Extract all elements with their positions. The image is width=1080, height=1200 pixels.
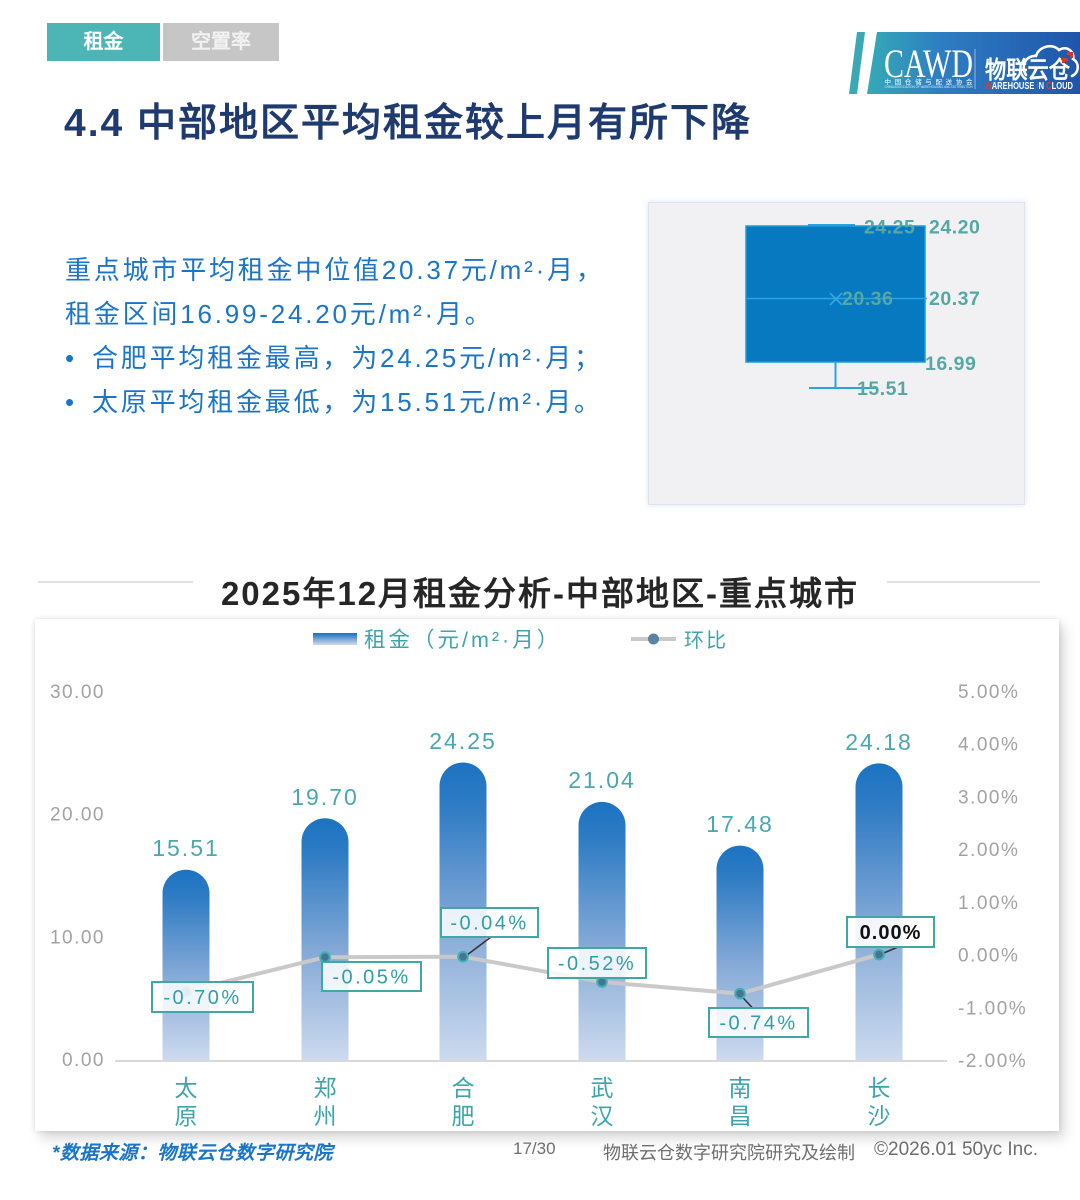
svg-text:-2.00%: -2.00% — [958, 1051, 1027, 1072]
svg-text:20.37: 20.37 — [929, 288, 980, 310]
svg-text:武: 武 — [591, 1075, 614, 1101]
svg-text:30.00: 30.00 — [50, 682, 105, 703]
svg-text:-0.74%: -0.74% — [719, 1013, 797, 1035]
svg-text:CHINA ASSOCIATION OF WAREHOUSI: CHINA ASSOCIATION OF WAREHOUSING AND DIS… — [885, 85, 973, 89]
svg-text:沙: 沙 — [868, 1103, 891, 1129]
svg-text:租金（元/m²·月）: 租金（元/m²·月） — [364, 628, 561, 652]
svg-text:昌: 昌 — [729, 1103, 752, 1129]
svg-text:5.00%: 5.00% — [958, 682, 1019, 703]
svg-text:24.25: 24.25 — [429, 728, 497, 754]
svg-text:-0.52%: -0.52% — [558, 953, 636, 975]
svg-text:太: 太 — [175, 1075, 198, 1101]
svg-text:WAREHOUSE IN CLOUD: WAREHOUSE IN CLOUD — [985, 81, 1073, 92]
svg-text:-0.04%: -0.04% — [450, 913, 528, 935]
svg-text:19.70: 19.70 — [291, 784, 359, 810]
svg-text:物联云仓: 物联云仓 — [985, 56, 1071, 84]
svg-text:郑: 郑 — [314, 1075, 337, 1101]
svg-text:20.36: 20.36 — [842, 288, 893, 310]
svg-text:CAWD: CAWD — [884, 41, 973, 86]
svg-text:中国仓储与配送协会: 中国仓储与配送协会 — [885, 77, 974, 86]
svg-text:2.00%: 2.00% — [958, 840, 1019, 861]
svg-text:21.04: 21.04 — [568, 767, 636, 793]
svg-text:20.00: 20.00 — [50, 805, 105, 826]
svg-text:17.48: 17.48 — [706, 811, 774, 837]
svg-text:南: 南 — [729, 1075, 752, 1101]
svg-text:16.99: 16.99 — [925, 353, 976, 375]
svg-text:州: 州 — [314, 1103, 337, 1129]
svg-text:15.51: 15.51 — [857, 378, 908, 400]
svg-text:肥: 肥 — [452, 1103, 475, 1129]
svg-text:24.18: 24.18 — [845, 729, 913, 755]
svg-text:1.00%: 1.00% — [958, 893, 1019, 914]
svg-text:长: 长 — [868, 1075, 891, 1101]
svg-text:15.51: 15.51 — [152, 835, 220, 861]
svg-text:3.00%: 3.00% — [958, 787, 1019, 808]
svg-text:24.20: 24.20 — [929, 217, 980, 239]
svg-text:环比: 环比 — [684, 629, 728, 652]
svg-text:-1.00%: -1.00% — [958, 998, 1027, 1019]
svg-text:合: 合 — [452, 1075, 475, 1101]
svg-text:原: 原 — [175, 1103, 198, 1129]
svg-text:汉: 汉 — [591, 1103, 614, 1129]
svg-text:-0.70%: -0.70% — [163, 987, 241, 1009]
svg-text:0.00: 0.00 — [62, 1050, 105, 1071]
svg-text:-0.05%: -0.05% — [332, 967, 410, 989]
svg-text:0.00%: 0.00% — [958, 946, 1019, 967]
svg-text:0.00%: 0.00% — [860, 922, 922, 944]
svg-text:24.25: 24.25 — [864, 217, 915, 239]
svg-text:4.00%: 4.00% — [958, 735, 1019, 756]
svg-text:10.00: 10.00 — [50, 927, 105, 948]
